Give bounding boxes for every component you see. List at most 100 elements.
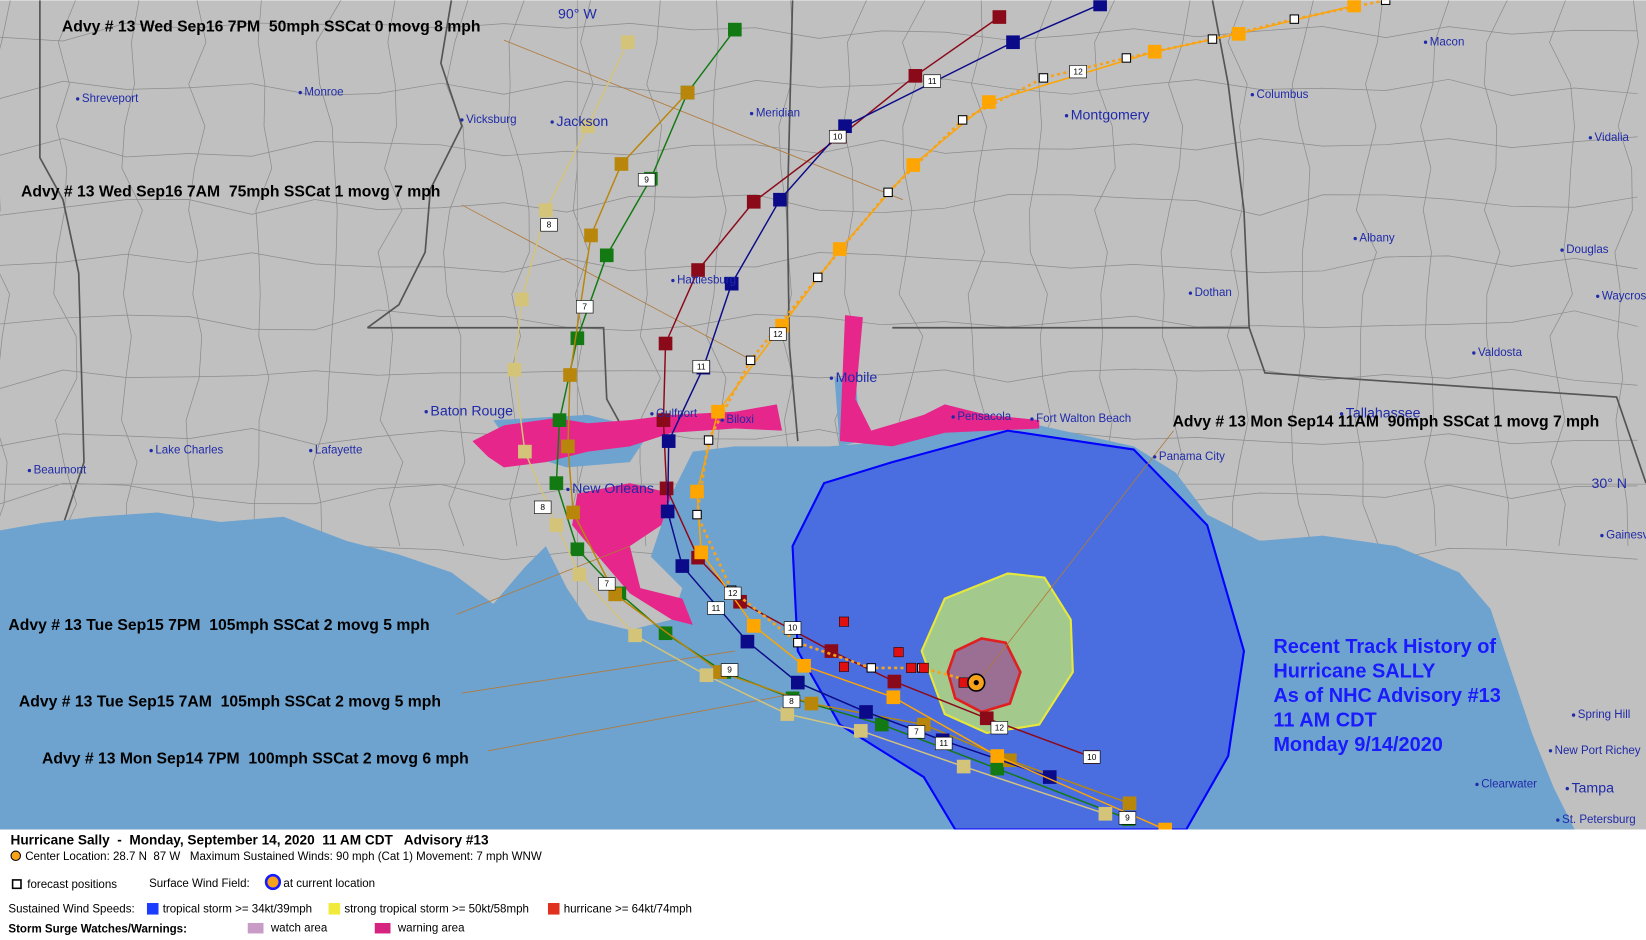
track-point [599, 248, 614, 263]
place-name: Macon [1430, 36, 1465, 48]
county-line [377, 0, 404, 547]
track-point [656, 413, 671, 427]
track-point [793, 637, 803, 648]
county-line [1226, 0, 1249, 547]
track-point [1147, 44, 1162, 59]
wind-class: hurricane >= 64kt/74mph [564, 903, 692, 915]
forecast-label: 10 [788, 623, 798, 633]
wind-field-icon [264, 873, 282, 891]
state-borders [39, 0, 1646, 526]
place-dot [309, 448, 313, 453]
place-dot [27, 468, 32, 473]
wind-swatch [146, 903, 159, 915]
place-dot [671, 278, 675, 283]
track-point [1380, 0, 1391, 5]
place-dot [1153, 455, 1157, 459]
track-point [1122, 796, 1137, 811]
forecast-label-box [783, 621, 802, 635]
county-line [1549, 0, 1575, 547]
forecast-label: 9 [727, 665, 732, 675]
storm-center-dot [973, 679, 979, 686]
forecast-label: 9 [644, 174, 649, 184]
track-point [549, 518, 564, 532]
past-position [893, 647, 904, 658]
county-line [1483, 0, 1509, 547]
place-name: Jackson [556, 114, 608, 130]
place-dot [1560, 248, 1564, 252]
forecast-label: 7 [604, 579, 609, 589]
place-dot [1556, 818, 1560, 822]
place-dot [149, 448, 153, 453]
forecast-label: 11 [928, 76, 937, 86]
track-line [695, 0, 1386, 684]
history-text: As of NHC Advisory #13 [1273, 685, 1501, 707]
place-dot [298, 90, 302, 95]
place-dot [1600, 533, 1604, 538]
advisory-label: Advy # 13 Mon Sep14 7PM 100mph SSCat 2 m… [42, 750, 469, 767]
track-point [866, 663, 877, 673]
county-line [0, 309, 1638, 331]
track-point [566, 505, 580, 520]
county-line [1290, 0, 1314, 547]
place-dot [1250, 93, 1255, 97]
track-point [1207, 34, 1218, 44]
track-point [887, 674, 902, 689]
place-name: Pensacola [957, 411, 1011, 423]
place-dot [720, 418, 724, 422]
place-dot [1475, 782, 1479, 787]
forecast-label: 7 [582, 302, 587, 312]
track-point [908, 68, 923, 83]
wind-swatch [328, 903, 341, 915]
place-name: Valdosta [1478, 347, 1523, 359]
leader-lines [456, 39, 1174, 752]
county-line [0, 0, 11, 517]
past-position [918, 662, 929, 673]
grid-label: 90° W [558, 7, 597, 23]
track-point [746, 194, 761, 209]
track-point [1158, 822, 1173, 830]
map-labels: 90° W 30° N Shreveport Monroe Vicksburg Jacks… [8, 7, 1646, 826]
forecast-label-box [782, 694, 801, 709]
forecast-label: 10 [1087, 752, 1097, 762]
forecast-label-box [923, 74, 941, 88]
track-point [804, 696, 819, 711]
place-name: Hattiesburg [677, 275, 736, 287]
center-icon [10, 850, 21, 862]
forecast-label-box [540, 218, 558, 232]
forecast-label: 9 [1125, 813, 1130, 823]
place-name: Beaumont [34, 465, 87, 477]
track-point [956, 759, 971, 774]
track-point [874, 717, 889, 732]
forecast-label: 11 [697, 361, 706, 371]
advisory-label: Advy # 13 Wed Sep16 7PM 50mph SSCat 0 mo… [62, 19, 481, 36]
place-name: Douglas [1566, 244, 1609, 256]
county-line [1355, 0, 1383, 547]
warning-area [472, 315, 1040, 625]
grid-label: 30° N [1591, 476, 1627, 492]
place-dot [951, 415, 955, 419]
track-point [518, 444, 532, 459]
history-text: Monday 9/14/2020 [1273, 734, 1443, 756]
surge-class: watch area [270, 922, 328, 934]
track-point [1121, 53, 1132, 63]
place-dot [1548, 749, 1553, 753]
forecast-label-box [769, 327, 787, 341]
past-position [958, 677, 969, 688]
track-point [790, 675, 805, 690]
forecast-label: 12 [1073, 66, 1083, 76]
track-point [703, 435, 714, 445]
forecast-label: 12 [773, 329, 783, 339]
wind-class: strong tropical storm >= 50kt/58mph [344, 903, 529, 915]
place-dot [829, 376, 834, 380]
forecast-label: 7 [914, 727, 919, 737]
place-dot [1188, 291, 1193, 295]
track-point [1038, 73, 1049, 83]
forecast-label: 11 [712, 603, 721, 613]
track-point [659, 481, 674, 496]
place-dot [1353, 236, 1357, 241]
advisory-label: Advy # 13 Tue Sep15 7AM 105mph SSCat 2 m… [19, 694, 441, 711]
advisory-label: Advy # 13 Wed Sep16 7AM 75mph SSCat 1 mo… [21, 183, 440, 200]
track-point [572, 567, 587, 582]
track-point [740, 634, 755, 649]
forecast-label-box [907, 725, 926, 739]
